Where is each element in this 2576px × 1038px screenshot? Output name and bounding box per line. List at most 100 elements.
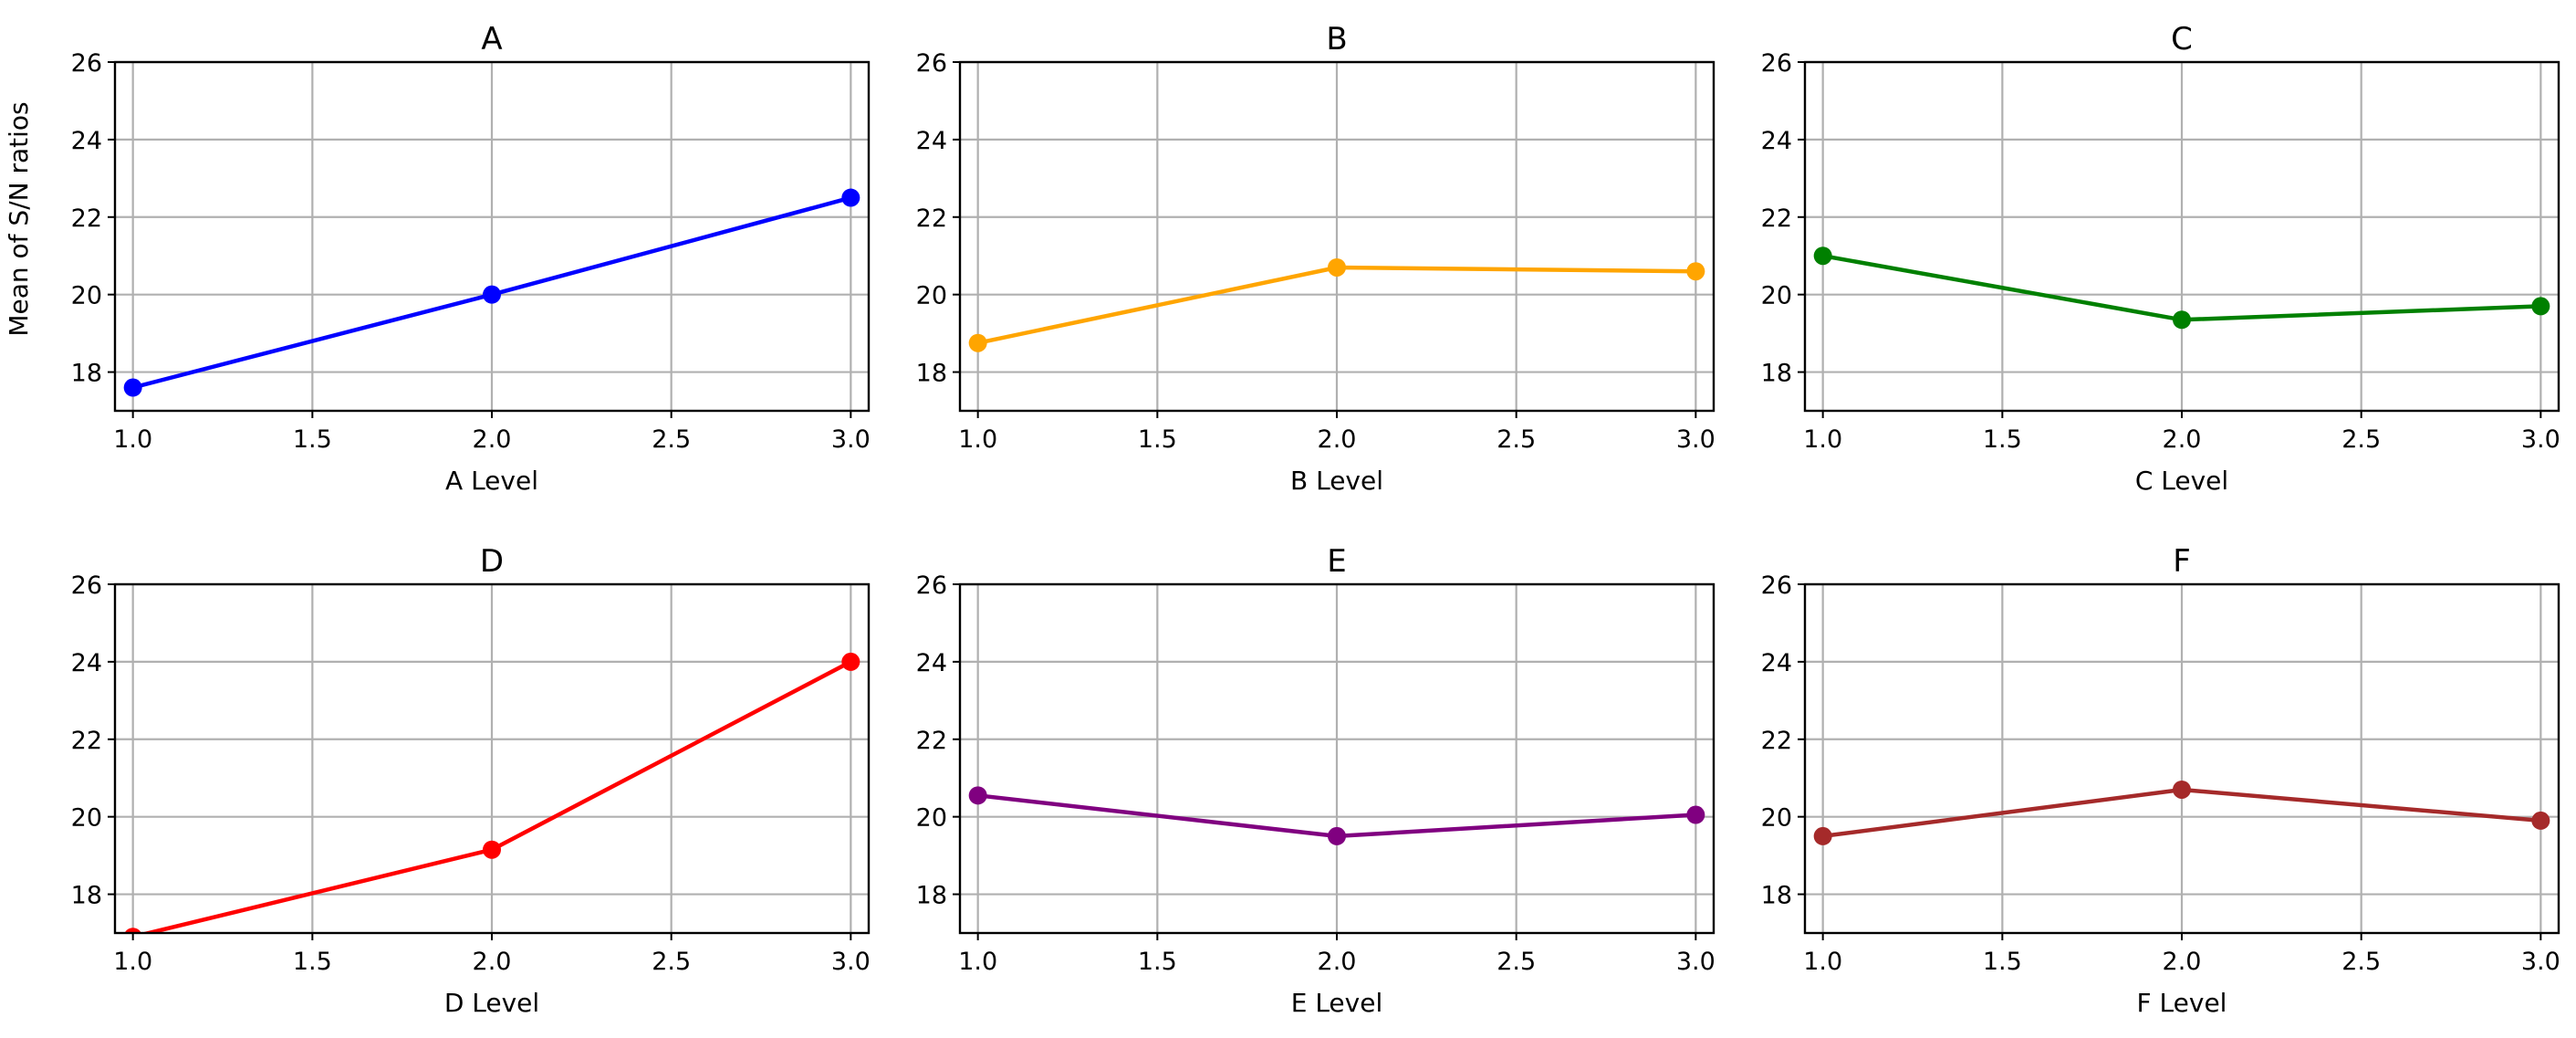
panel-A: 1.0 1.5 2.0 2.5 3.0 18 20 22 24 26 A A Level [71,21,871,496]
x-tick-label: 2.0 [473,425,512,454]
y-tick-label: 20 [916,282,947,310]
x-tick-label: 1.0 [1803,948,1842,976]
data-point-C [1813,246,1832,266]
panel-title: E [1327,543,1346,580]
y-tick-label: 24 [1761,649,1792,677]
x-tick-label: 2.0 [2163,948,2202,976]
y-tick-label: 24 [71,127,102,155]
panel-data [123,188,860,397]
x-tick-label: 1.0 [958,948,997,976]
y-tick-label: 18 [1761,360,1792,388]
data-point-C [2173,310,2191,330]
panel-data [1813,780,2550,845]
y-tick-label: 20 [916,804,947,833]
y-tick-label: 22 [71,204,102,233]
x-tick-label: 3.0 [831,948,871,976]
panel-E: 1.0 1.5 2.0 2.5 3.0 18 20 22 24 26 E E Level [916,543,1716,1018]
panel-data [124,652,860,933]
panel-data [1813,246,2550,330]
data-point-B [1328,257,1346,277]
data-point-D [841,652,860,671]
x-axis-label: F Level [2137,988,2227,1018]
x-axis-label: E Level [1291,988,1383,1018]
x-axis-label: D Level [444,988,539,1018]
data-point-A [483,285,501,304]
x-tick-label: 1.5 [293,948,332,976]
data-point-F [2173,780,2191,799]
panel-title: D [480,543,504,580]
panel-grid [1805,582,2559,933]
x-tick-label: 1.5 [1983,425,2022,454]
panel-data [968,257,1705,352]
y-tick-label: 26 [71,571,102,600]
x-tick-label: 1.5 [1138,425,1177,454]
panel-B: 1.0 1.5 2.0 2.5 3.0 18 20 22 24 26 B B Level [916,21,1716,496]
y-tick-label: 18 [916,882,947,910]
data-point-E [968,786,987,805]
x-tick-label: 2.5 [652,425,691,454]
y-tick-label: 18 [71,360,102,388]
data-point-F [2531,811,2550,830]
y-tick-label: 22 [916,727,947,755]
x-tick-label: 1.0 [113,425,152,454]
y-tick-label: 26 [916,571,947,600]
x-tick-label: 3.0 [1676,948,1716,976]
y-tick-label: 18 [1761,882,1792,910]
x-tick-label: 2.5 [1497,948,1536,976]
data-point-C [2531,297,2550,316]
data-point-D [124,928,141,933]
panel-F: 1.0 1.5 2.0 2.5 3.0 18 20 22 24 26 F F Level [1761,543,2560,1018]
y-tick-label: 20 [71,282,102,310]
x-tick-label: 2.0 [1318,948,1357,976]
x-tick-label: 3.0 [2521,948,2560,976]
y-tick-label: 20 [1761,282,1792,310]
data-point-F [1813,826,1832,845]
panels: 1.0 1.5 2.0 2.5 3.0 18 20 22 24 26 A A Level 1.0 1.5 2… [71,21,2560,1018]
x-tick-label: 1.5 [293,425,332,454]
y-tick-label: 24 [916,649,947,677]
x-tick-label: 2.5 [1497,425,1536,454]
x-tick-label: 2.5 [2341,948,2381,976]
panel-D: 1.0 1.5 2.0 2.5 3.0 18 20 22 24 26 D D Level [71,543,871,1018]
y-tick-label: 18 [71,882,102,910]
panel-title: C [2171,21,2193,58]
data-point-B [1686,262,1705,281]
y-tick-label: 24 [1761,127,1792,155]
x-tick-label: 2.5 [652,948,691,976]
y-tick-label: 26 [1761,49,1792,78]
x-tick-label: 1.0 [1803,425,1842,454]
x-tick-label: 3.0 [1676,425,1716,454]
x-tick-label: 1.5 [1983,948,2022,976]
x-tick-label: 3.0 [2521,425,2560,454]
data-point-E [1328,826,1346,845]
data-point-B [968,333,987,352]
x-tick-label: 2.0 [473,948,512,976]
y-tick-label: 26 [916,49,947,78]
y-tick-label: 20 [71,804,102,833]
x-tick-label: 1.0 [958,425,997,454]
panel-title: F [2173,543,2191,580]
y-axis-label: Mean of S/N ratios [4,101,34,336]
y-tick-label: 22 [1761,727,1792,755]
y-tick-label: 22 [71,727,102,755]
x-tick-label: 1.0 [113,948,152,976]
x-axis-label: A Level [445,466,538,496]
y-tick-label: 26 [71,49,102,78]
data-point-A [841,188,860,207]
panel-title: A [481,21,502,58]
data-point-A [123,378,142,397]
x-tick-label: 2.0 [2163,425,2202,454]
y-tick-label: 22 [1761,204,1792,233]
x-axis-label: C Level [2135,466,2228,496]
y-tick-label: 20 [1761,804,1792,833]
x-tick-label: 2.5 [2341,425,2381,454]
x-tick-label: 3.0 [831,425,871,454]
y-tick-label: 22 [916,204,947,233]
y-tick-label: 18 [916,360,947,388]
y-tick-label: 24 [916,127,947,155]
x-tick-label: 2.0 [1318,425,1357,454]
x-axis-label: B Level [1290,466,1383,496]
y-tick-label: 26 [1761,571,1792,600]
y-tick-label: 24 [71,649,102,677]
